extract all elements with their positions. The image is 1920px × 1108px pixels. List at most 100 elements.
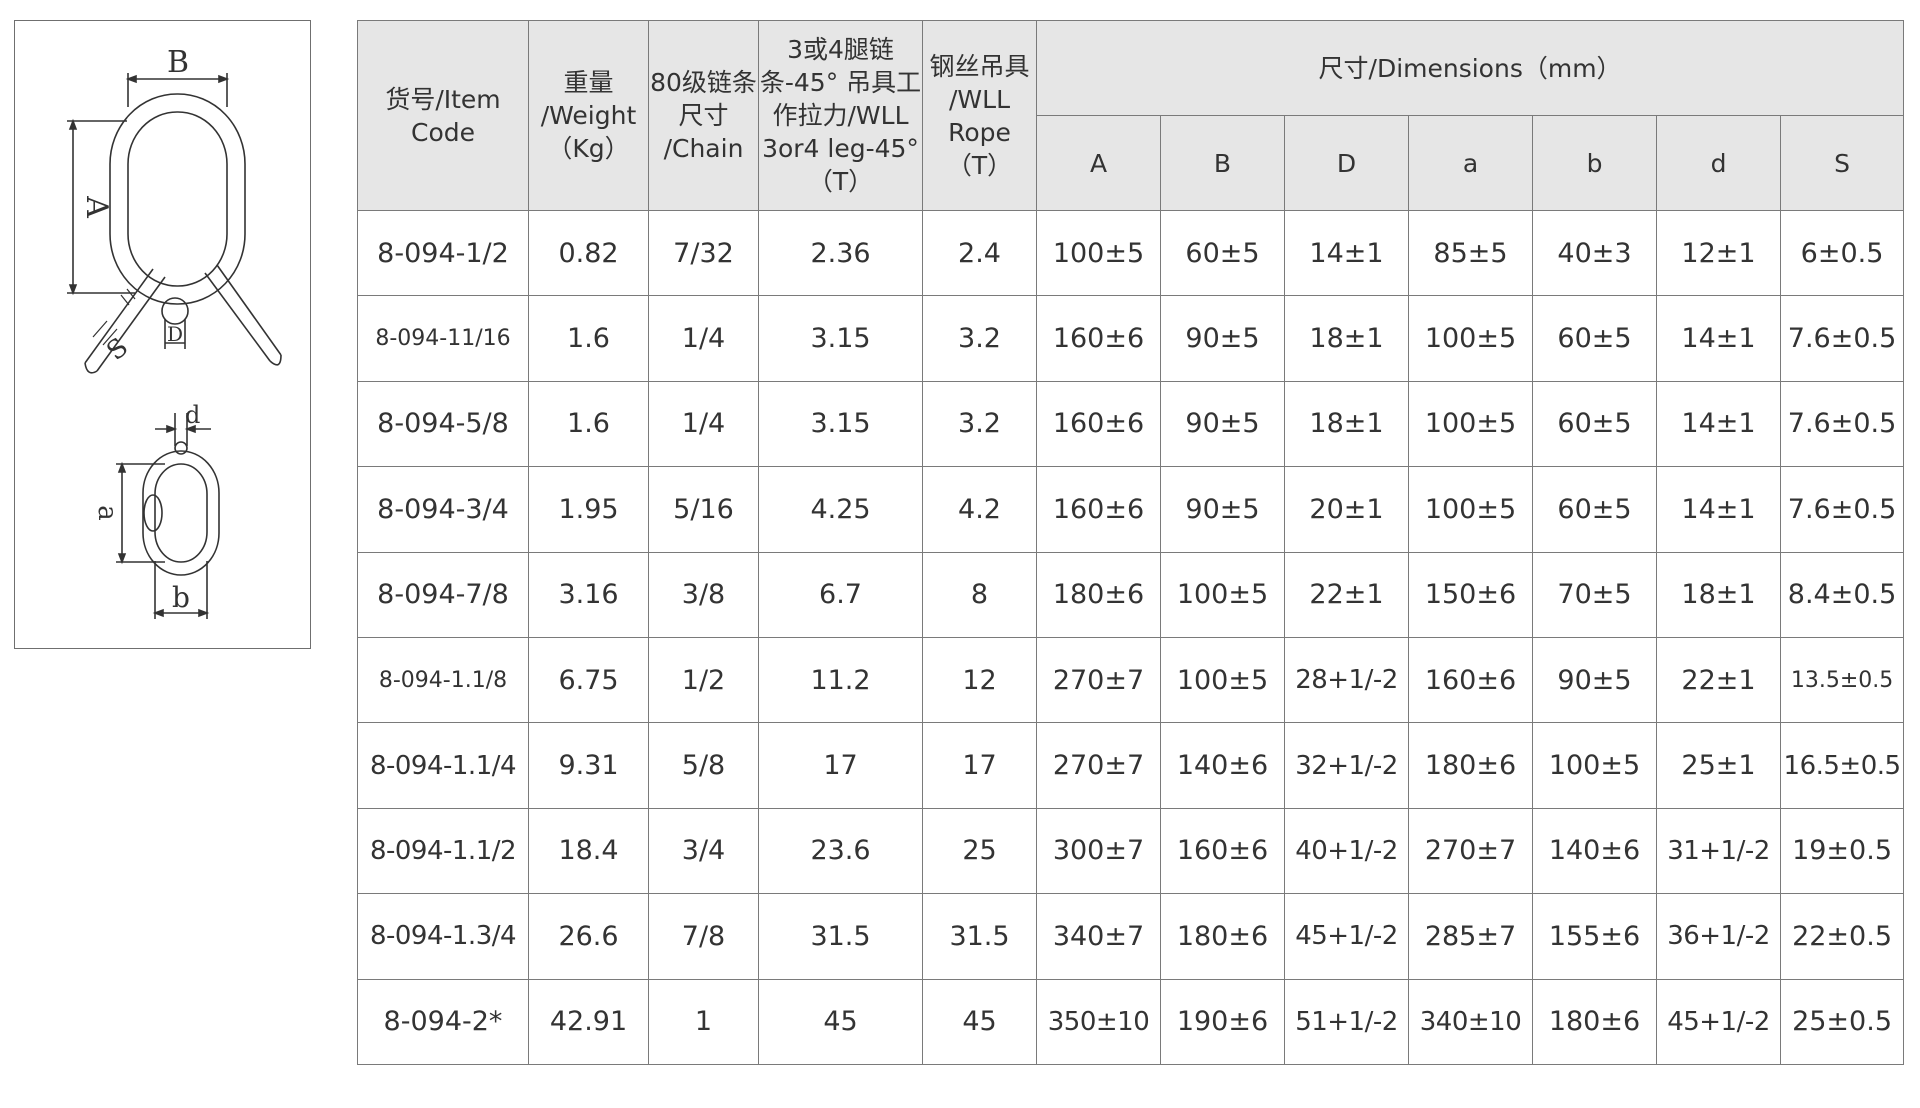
cell-chain: 3/4 — [648, 807, 759, 895]
cell-dim-A: 270±7 — [1036, 636, 1161, 724]
cell-dim-D: 22±1 — [1284, 551, 1409, 638]
cell-dim-d: 36+1/-2 — [1656, 893, 1781, 980]
cell-weight: 26.6 — [528, 893, 649, 980]
cell-dim-d: 12±1 — [1656, 209, 1781, 297]
cell-dim-b: 180±6 — [1532, 978, 1657, 1065]
cell-dim-d: 22±1 — [1656, 636, 1781, 724]
cell-wll-rope: 25 — [922, 807, 1037, 895]
cell-chain: 7/8 — [648, 893, 759, 980]
cell-dim-A: 160±6 — [1036, 295, 1161, 382]
cell-dim-B: 60±5 — [1160, 209, 1285, 297]
cell-dim-A: 160±6 — [1036, 380, 1161, 468]
cell-dim-B: 100±5 — [1160, 551, 1285, 638]
label-d: d — [185, 401, 200, 429]
header-wll-chain: 3或4腿链条-45° 吊具工作拉力/WLL 3or4 leg-45°（T） — [758, 20, 923, 211]
header-dim-D: D — [1284, 115, 1409, 211]
cell-chain: 5/16 — [648, 466, 759, 553]
cell-dim-D: 32+1/-2 — [1284, 722, 1409, 809]
header-dimensions: 尺寸/Dimensions（mm） — [1035, 20, 1905, 116]
table-row: 8-094-1/2 0.82 7/32 2.36 2.4 100±5 60±5 … — [357, 209, 1905, 297]
header-weight: 重量 /Weight （Kg） — [528, 20, 649, 211]
cell-dim-B: 90±5 — [1160, 466, 1285, 553]
table-row: 8-094-1.1/2 18.4 3/4 23.6 25 300±7 160±6… — [357, 807, 1905, 895]
cell-wll-chain: 11.2 — [758, 636, 923, 724]
cell-dim-a: 85±5 — [1408, 209, 1533, 297]
cell-dim-d: 25±1 — [1656, 722, 1781, 809]
side-view-inner — [154, 463, 208, 563]
cell-code: 8-094-1.1/8 — [357, 636, 529, 724]
header-dim-b: b — [1532, 115, 1657, 211]
cell-code: 8-094-7/8 — [357, 551, 529, 638]
table-row: 8-094-7/8 3.16 3/8 6.7 8 180±6 100±5 22±… — [357, 551, 1905, 638]
header-dim-A: A — [1036, 115, 1161, 211]
cell-code: 8-094-1/2 — [357, 209, 529, 297]
cell-dim-B: 90±5 — [1160, 295, 1285, 382]
cell-dim-B: 100±5 — [1160, 636, 1285, 724]
cell-dim-S: 7.6±0.5 — [1779, 466, 1905, 553]
cell-dim-b: 90±5 — [1532, 636, 1657, 724]
cell-dim-A: 160±6 — [1036, 466, 1161, 553]
table-row: 8-094-11/16 1.6 1/4 3.15 3.2 160±6 90±5 … — [357, 295, 1905, 382]
cell-wll-rope: 45 — [922, 978, 1037, 1065]
cell-dim-D: 40+1/-2 — [1284, 807, 1409, 895]
table-row: 8-094-5/8 1.6 1/4 3.15 3.2 160±6 90±5 18… — [357, 380, 1905, 468]
cell-wll-rope: 12 — [922, 636, 1037, 724]
cell-dim-B: 180±6 — [1160, 893, 1285, 980]
header-dim-d: d — [1656, 115, 1781, 211]
table-row: 8-094-1.1/4 9.31 5/8 17 17 270±7 140±6 3… — [357, 722, 1905, 809]
outer-link-outline — [109, 93, 246, 305]
cell-wll-rope: 8 — [922, 551, 1037, 638]
cell-dim-D: 14±1 — [1284, 209, 1409, 297]
cell-code: 8-094-1.3/4 — [357, 893, 529, 980]
cell-wll-rope: 4.2 — [922, 466, 1037, 553]
cell-dim-b: 60±5 — [1532, 466, 1657, 553]
cell-dim-a: 100±5 — [1408, 295, 1533, 382]
cell-weight: 1.6 — [528, 380, 649, 468]
cell-code: 8-094-3/4 — [357, 466, 529, 553]
cell-wll-rope: 3.2 — [922, 380, 1037, 468]
label-D: D — [167, 322, 183, 346]
cell-dim-B: 140±6 — [1160, 722, 1285, 809]
cell-dim-D: 18±1 — [1284, 380, 1409, 468]
cell-wll-chain: 6.7 — [758, 551, 923, 638]
cell-dim-A: 180±6 — [1036, 551, 1161, 638]
cell-wll-chain: 23.6 — [758, 807, 923, 895]
cell-dim-S: 13.5±0.5 — [1779, 636, 1905, 724]
cell-dim-b: 100±5 — [1532, 722, 1657, 809]
cell-wll-chain: 31.5 — [758, 893, 923, 980]
cell-weight: 6.75 — [528, 636, 649, 724]
cell-dim-a: 340±10 — [1408, 978, 1533, 1065]
cell-dim-S: 25±0.5 — [1779, 978, 1905, 1065]
cell-dim-A: 340±7 — [1036, 893, 1161, 980]
label-B: B — [167, 45, 189, 80]
cell-chain: 1 — [648, 978, 759, 1065]
cell-code: 8-094-1.1/2 — [357, 807, 529, 895]
header-item-code: 货号/Item Code — [357, 20, 529, 211]
cell-dim-a: 285±7 — [1408, 893, 1533, 980]
cell-wll-chain: 3.15 — [758, 295, 923, 382]
table-row: 8-094-1.1/8 6.75 1/2 11.2 12 270±7 100±5… — [357, 636, 1905, 724]
cell-dim-b: 60±5 — [1532, 295, 1657, 382]
cell-dim-A: 350±10 — [1036, 978, 1161, 1065]
cell-dim-b: 40±3 — [1532, 209, 1657, 297]
cell-chain: 1/4 — [648, 380, 759, 468]
inner-link-outline — [127, 111, 228, 287]
cell-dim-b: 60±5 — [1532, 380, 1657, 468]
cell-dim-d: 31+1/-2 — [1656, 807, 1781, 895]
cell-dim-B: 190±6 — [1160, 978, 1285, 1065]
cell-code: 8-094-2* — [357, 978, 529, 1065]
cell-dim-D: 18±1 — [1284, 295, 1409, 382]
cell-wll-rope: 3.2 — [922, 295, 1037, 382]
cell-chain: 3/8 — [648, 551, 759, 638]
label-S: S — [101, 332, 134, 366]
table-row: 8-094-3/4 1.95 5/16 4.25 4.2 160±6 90±5 … — [357, 466, 1905, 553]
cell-dim-d: 14±1 — [1656, 295, 1781, 382]
cell-code: 8-094-1.1/4 — [357, 722, 529, 809]
cell-weight: 0.82 — [528, 209, 649, 297]
cell-chain: 1/4 — [648, 295, 759, 382]
cell-dim-A: 300±7 — [1036, 807, 1161, 895]
cell-dim-S: 22±0.5 — [1779, 893, 1905, 980]
cell-wll-chain: 4.25 — [758, 466, 923, 553]
cell-code: 8-094-11/16 — [357, 295, 529, 382]
header-dim-a: a — [1408, 115, 1533, 211]
